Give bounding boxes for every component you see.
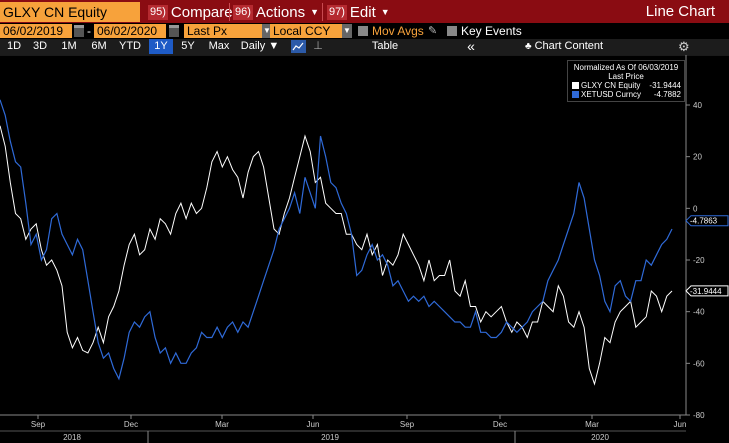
date-range-bar: 06/02/2019 - 06/02/2020 Last Px ▼ Local … xyxy=(0,23,729,39)
pencil-icon[interactable]: ✎ xyxy=(428,25,438,37)
y-tick-label: -20 xyxy=(693,256,705,265)
period-ytd[interactable]: YTD xyxy=(119,40,141,52)
line-chart[interactable]: 40 20 0 -20 -40 -60 -80 -4.7863 -31.9444 Sep Dec M… xyxy=(0,54,729,443)
chart-content-button[interactable]: ♣ Chart Content xyxy=(520,39,608,54)
last-value-tag-bg xyxy=(685,215,729,227)
end-date-input[interactable]: 06/02/2020 xyxy=(94,24,166,38)
legend-series-name: XETUSD Curncy xyxy=(581,90,642,99)
actions-shortcut: 96) xyxy=(233,5,253,20)
x-tick-label: Jun xyxy=(674,420,687,429)
x-tick-label: Sep xyxy=(400,420,415,429)
x-year-label: 2018 xyxy=(63,433,81,442)
period-max[interactable]: Max xyxy=(208,40,230,52)
bar-style-icon[interactable]: ⊥ xyxy=(313,40,323,52)
y-tick-label: -80 xyxy=(693,411,705,420)
chevron-down-icon: ▼ xyxy=(268,40,280,52)
legend-swatch xyxy=(572,82,579,89)
edit-label: Edit xyxy=(349,4,376,21)
period-6m[interactable]: 6M xyxy=(91,40,107,52)
mov-avgs-label: Mov Avgs xyxy=(372,24,424,38)
y-tick-label: 0 xyxy=(693,204,698,213)
chart-legend: Normalized As Of 06/03/2019 Last Price G… xyxy=(567,60,685,102)
chevron-down-icon: ▼ xyxy=(380,7,390,17)
y-tick-label: -40 xyxy=(693,308,705,317)
compare-shortcut: 95) xyxy=(148,5,168,20)
series-layer xyxy=(0,99,673,386)
x-tick-label: Dec xyxy=(124,420,138,429)
compare-button[interactable]: 95)Compare▼ xyxy=(148,2,247,22)
table-button[interactable]: Table xyxy=(371,40,399,52)
key-events-checkbox[interactable] xyxy=(447,26,457,36)
y-tick-label: 20 xyxy=(693,153,702,162)
y-tick-label: -60 xyxy=(693,359,705,368)
date-separator: - xyxy=(87,24,91,38)
last-value-tag: -31.9444 xyxy=(685,285,729,297)
chevron-down-icon: ▼ xyxy=(310,7,320,17)
last-value-tag-bg xyxy=(685,285,729,297)
currency-select[interactable]: Local CCY xyxy=(270,24,342,38)
legend-series-value: -4.7882 xyxy=(653,90,681,99)
collapse-icon[interactable]: « xyxy=(467,38,475,54)
compare-label: Compare xyxy=(170,4,233,21)
x-tick-label: Mar xyxy=(215,420,229,429)
x-year-label: 2019 xyxy=(321,433,339,442)
series-line-xetusd xyxy=(0,99,673,381)
frequency-label: Daily xyxy=(240,40,266,52)
start-date-input[interactable]: 06/02/2019 xyxy=(0,24,72,38)
series-line-glxy xyxy=(0,125,673,386)
legend-swatch xyxy=(572,91,579,98)
last-value-label: -31.9444 xyxy=(690,287,722,296)
last-value-tag: -4.7863 xyxy=(685,215,729,227)
x-axis: Sep Dec Mar Jun Sep Dec Mar Jun 2018 2019 2020 xyxy=(0,414,687,443)
chart-type-title: Line Chart xyxy=(645,3,715,20)
legend-subtitle: Last Price xyxy=(608,72,644,81)
chart-panel: 40 20 0 -20 -40 -60 -80 -4.7863 -31.9444 Sep Dec M… xyxy=(0,54,729,443)
toolbar: GLXY CN Equity 95)Compare▼ 96)Actions▼ 9… xyxy=(0,0,729,23)
price-field-select[interactable]: Last Px xyxy=(184,24,262,38)
x-tick-label: Dec xyxy=(493,420,507,429)
x-tick-label: Sep xyxy=(31,420,46,429)
legend-entry-xetusd[interactable]: XETUSD Curncy -4.7882 xyxy=(571,90,681,99)
edit-button[interactable]: 97) Edit ▼ xyxy=(327,2,390,22)
chevron-down-icon[interactable]: ▼ xyxy=(342,24,352,38)
x-tick-label: Mar xyxy=(585,420,599,429)
chart-content-label: Chart Content xyxy=(534,40,604,52)
legend-series-name: GLXY CN Equity xyxy=(581,81,641,90)
chart-content-icon: ♣ xyxy=(524,41,532,52)
x-year-label: 2020 xyxy=(591,433,609,442)
period-1d[interactable]: 1D xyxy=(6,40,22,52)
calendar-icon[interactable] xyxy=(74,25,84,37)
edit-shortcut: 97) xyxy=(327,5,347,20)
chevron-down-icon[interactable]: ▼ xyxy=(262,24,272,38)
mov-avgs-checkbox[interactable] xyxy=(358,26,368,36)
period-1m[interactable]: 1M xyxy=(61,40,77,52)
legend-title: Normalized As Of 06/03/2019 xyxy=(573,63,679,72)
line-chart-icon xyxy=(292,42,304,51)
last-value-label: -4.7863 xyxy=(690,217,718,226)
legend-series-value: -31.9444 xyxy=(649,81,681,90)
x-tick-label: Jun xyxy=(307,420,320,429)
frequency-select[interactable]: Daily ▼ xyxy=(238,39,282,54)
period-3d[interactable]: 3D xyxy=(32,40,48,52)
gear-icon[interactable]: ⚙ xyxy=(678,39,690,54)
actions-button[interactable]: 96) Actions ▼ xyxy=(233,2,319,22)
ticker-input[interactable]: GLXY CN Equity xyxy=(0,2,140,22)
y-axis: 40 20 0 -20 -40 -60 -80 -4.7863 -31.9444 xyxy=(685,55,729,420)
y-tick-label: 40 xyxy=(693,101,702,110)
legend-entry-glxy[interactable]: GLXY CN Equity -31.9444 xyxy=(571,81,681,90)
period-5y[interactable]: 5Y xyxy=(181,40,195,52)
key-events-label: Key Events xyxy=(461,24,522,38)
toolbar-divider xyxy=(229,3,230,21)
period-1y[interactable]: 1Y xyxy=(149,39,173,54)
actions-label: Actions xyxy=(255,4,306,21)
toolbar-divider xyxy=(322,3,323,21)
period-bar: 1D 3D 1M 6M YTD 1Y 5Y Max Daily ▼ ⊥ Tabl… xyxy=(0,39,729,55)
calendar-icon[interactable] xyxy=(169,25,179,37)
line-style-icon[interactable] xyxy=(291,40,306,53)
